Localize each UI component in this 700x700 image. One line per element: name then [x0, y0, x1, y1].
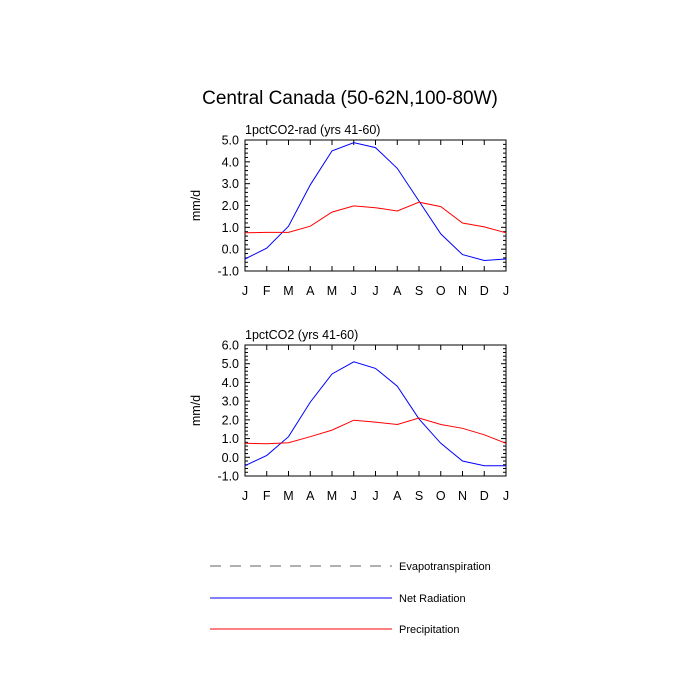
x-tick-label: S — [415, 284, 423, 298]
y-tick-label: -1.0 — [217, 470, 239, 484]
x-tick-label: J — [351, 489, 357, 503]
legend: Evapotranspiration Net Radiation Precipita… — [210, 561, 491, 636]
x-tick-label: D — [480, 284, 489, 298]
x-tick-label: J — [372, 489, 378, 503]
chart-panel-2: 1pctCO2 (yrs 41-60) mm/d 6.0 5.0 4.0 3.0 2.0 1.… — [189, 328, 509, 503]
x-tick-label: M — [283, 284, 293, 298]
legend-label: Evapotranspiration — [399, 561, 491, 573]
y-tick-label: 3.0 — [222, 177, 239, 191]
y-tick-label: 0.0 — [222, 451, 239, 465]
y-axis-label: mm/d — [189, 395, 203, 426]
x-tick-label: J — [372, 284, 378, 298]
x-tick-label: M — [283, 489, 293, 503]
y-axis-label: mm/d — [189, 190, 203, 221]
x-tick-label: J — [503, 489, 509, 503]
x-tick-label: O — [436, 489, 446, 503]
chart-panel-1: 1pctCO2-rad (yrs 41-60) mm/d 5.0 4.0 3.0 2.0 1… — [189, 123, 509, 298]
y-tick-label: 0.0 — [222, 243, 239, 257]
x-tick-label: S — [415, 489, 423, 503]
y-tick-label: 4.0 — [222, 155, 239, 169]
y-tick-label: 5.0 — [222, 134, 239, 148]
x-tick-label: M — [327, 284, 337, 298]
x-tick-label: D — [480, 489, 489, 503]
y-tick-label: -1.0 — [217, 265, 239, 279]
y-tick-label: 2.0 — [222, 413, 239, 427]
plot-frame — [244, 344, 507, 477]
precipitation-line — [244, 417, 507, 445]
y-tick-label: 4.0 — [222, 376, 239, 390]
panel-title: 1pctCO2-rad (yrs 41-60) — [245, 123, 380, 137]
x-tick-label: N — [458, 489, 467, 503]
y-tick-label: 1.0 — [222, 221, 239, 235]
x-tick-label: F — [263, 284, 271, 298]
x-tick-label: M — [327, 489, 337, 503]
x-tick-label: J — [351, 284, 357, 298]
page-title: Central Canada (50-62N,100-80W) — [202, 88, 498, 109]
x-tick-label: J — [242, 489, 248, 503]
x-tick-label: A — [306, 489, 315, 503]
net-radiation-line — [244, 361, 506, 467]
precipitation-line — [244, 201, 507, 234]
panel-title: 1pctCO2 (yrs 41-60) — [245, 328, 358, 342]
net-radiation-line — [244, 142, 507, 262]
x-tick-label: N — [458, 284, 467, 298]
x-tick-label: J — [503, 284, 509, 298]
y-tick-label: 5.0 — [222, 357, 239, 371]
x-tick-label: O — [436, 284, 446, 298]
x-tick-label: J — [242, 284, 248, 298]
legend-label: Precipitation — [399, 624, 460, 636]
x-tick-label: A — [393, 284, 402, 298]
y-tick-label: 2.0 — [222, 199, 239, 213]
x-tick-label: F — [263, 489, 271, 503]
x-tick-label: A — [393, 489, 402, 503]
x-tick-label: A — [306, 284, 315, 298]
y-tick-label: 6.0 — [222, 339, 239, 353]
legend-label: Net Radiation — [399, 593, 466, 605]
y-tick-label: 1.0 — [222, 432, 239, 446]
y-tick-label: 3.0 — [222, 395, 239, 409]
plot-frame — [244, 139, 507, 272]
